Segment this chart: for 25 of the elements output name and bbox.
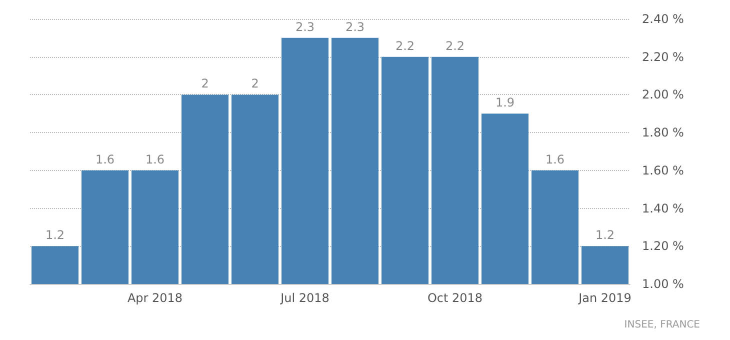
y-tick-label: 1.60 % [642,163,684,178]
data-label: 1.6 [545,152,565,166]
y-tick-label: 2.00 % [642,88,684,102]
x-tick-label: Apr 2018 [127,291,183,305]
data-label: 2.2 [445,38,465,53]
x-tick-label: Jul 2018 [280,291,330,305]
y-tick-label: 1.20 % [642,239,684,254]
data-label: 1.2 [45,228,65,242]
data-label: 1.2 [595,228,615,242]
data-label: 2.2 [395,38,415,53]
y-tick-label: 2.20 % [642,50,684,64]
x-tick-label: Oct 2018 [427,291,483,305]
data-label: 2 [201,76,209,91]
y-tick-label: 2.40 % [642,12,684,26]
y-tick-label: 1.80 % [642,126,684,140]
data-label: 1.9 [495,96,515,110]
data-label: 1.6 [95,152,115,166]
x-tick-label: Jan 2019 [578,291,632,305]
data-label: 1.6 [145,152,165,166]
y-tick-label: 1.40 % [642,201,684,216]
data-label: 2.3 [345,20,365,34]
data-label: 2.3 [295,20,315,34]
y-tick-label: 1.00 % [642,277,684,291]
text: INSEE, FRANCE [624,320,700,330]
data-label: 2 [251,76,259,91]
